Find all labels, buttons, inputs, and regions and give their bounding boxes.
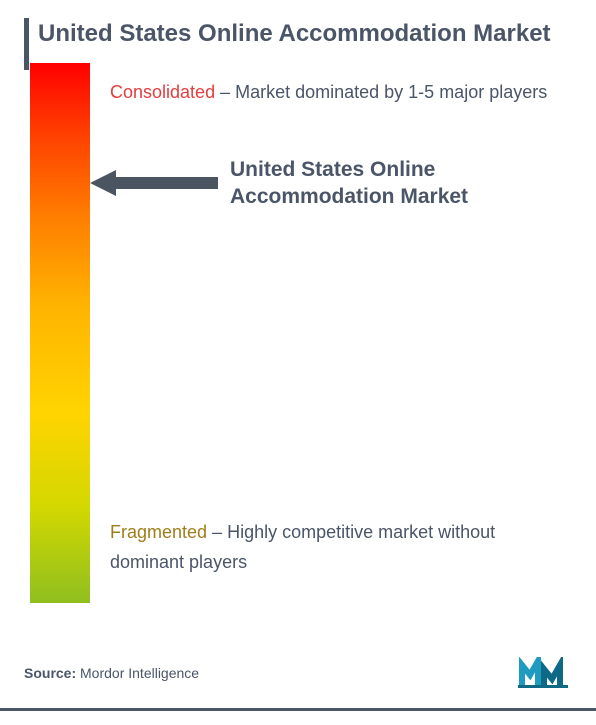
arrow-left-icon xyxy=(90,168,218,198)
gradient-scale-bar xyxy=(30,63,90,603)
consolidated-rest: – Market dominated by 1-5 major players xyxy=(215,82,547,102)
bottom-divider xyxy=(0,708,596,711)
source-value: Mordor Intelligence xyxy=(76,665,199,681)
market-position-marker: United States Online Accommodation Marke… xyxy=(90,156,560,211)
source-label: Source: xyxy=(24,665,76,681)
source-text: Source: Mordor Intelligence xyxy=(24,665,199,681)
consolidated-keyword: Consolidated xyxy=(110,82,215,102)
concentration-chart: Consolidated – Market dominated by 1-5 m… xyxy=(24,63,572,627)
fragmented-keyword: Fragmented xyxy=(110,522,207,542)
source-row: Source: Mordor Intelligence xyxy=(24,657,572,689)
consolidated-annotation: Consolidated – Market dominated by 1-5 m… xyxy=(110,79,547,106)
fragmented-annotation: Fragmented – Highly competitive market w… xyxy=(110,517,572,578)
marker-label: United States Online Accommodation Marke… xyxy=(230,156,560,211)
logo-icon xyxy=(518,657,572,689)
page-title: United States Online Accommodation Marke… xyxy=(24,20,572,49)
mordor-logo xyxy=(518,657,572,689)
